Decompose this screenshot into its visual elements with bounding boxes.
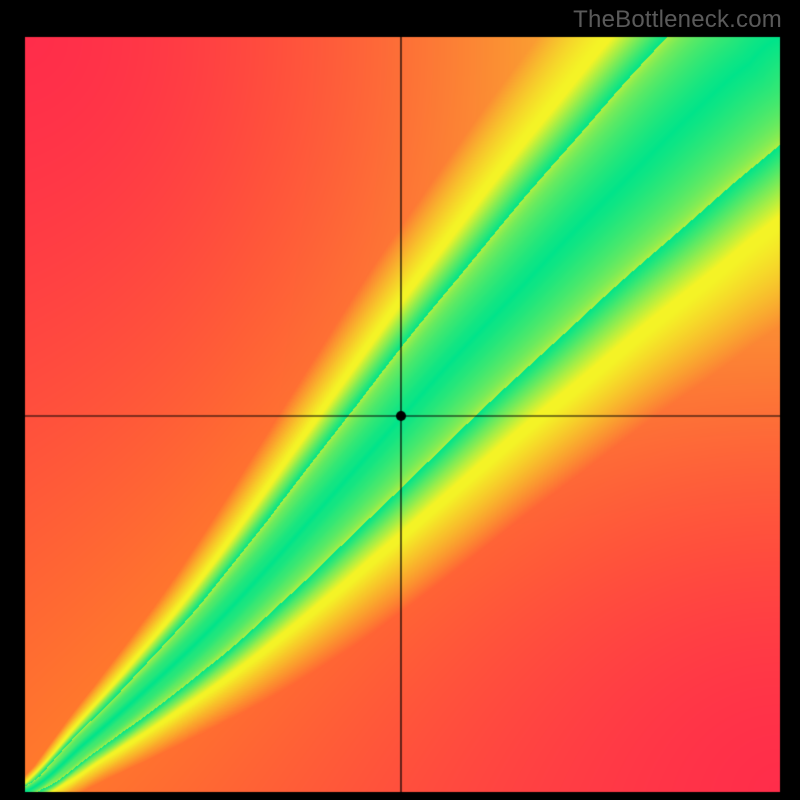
chart-container: TheBottleneck.com — [0, 0, 800, 800]
bottleneck-heatmap — [0, 0, 800, 800]
watermark-text: TheBottleneck.com — [573, 6, 782, 34]
